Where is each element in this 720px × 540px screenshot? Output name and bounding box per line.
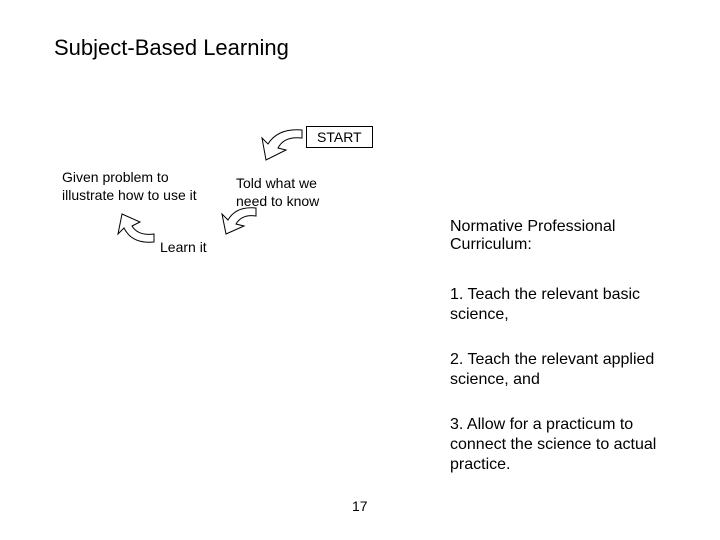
node-given-line2: illustrate how to use it	[62, 187, 197, 203]
sidebar-item-3: 3. Allow for a practicum to connect the …	[450, 415, 680, 475]
arrow-learn-to-given	[114, 204, 160, 248]
sidebar-item-2: 2. Teach the relevant applied science, a…	[450, 350, 660, 390]
sidebar-heading: Normative Professional Curriculum:	[450, 218, 670, 254]
sidebar-item-1: 1. Teach the relevant basic science,	[450, 285, 660, 325]
node-told-line1: Told what we	[236, 175, 317, 191]
node-given-line1: Given problem to	[62, 169, 169, 185]
arrow-told-to-learn	[218, 204, 262, 248]
page-title: Subject-Based Learning	[54, 35, 289, 61]
node-learn: Learn it	[160, 238, 207, 256]
page-number: 17	[352, 498, 368, 514]
arrow-start-to-told	[258, 126, 308, 176]
node-given: Given problem to illustrate how to use i…	[62, 168, 222, 204]
start-box: START	[306, 126, 373, 148]
